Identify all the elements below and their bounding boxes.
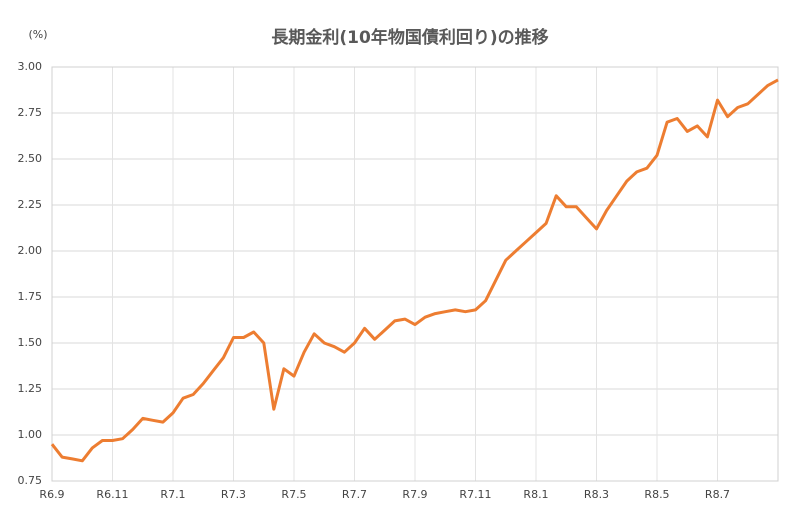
- x-tick-label: R6.11: [96, 488, 128, 501]
- x-tick-label: R8.3: [584, 488, 609, 501]
- y-tick-label: 3.00: [18, 60, 43, 73]
- y-tick-label: 2.50: [18, 152, 43, 165]
- data-line: [50, 78, 779, 463]
- y-tick-label: 1.75: [18, 290, 43, 303]
- y-tick-label: 2.25: [18, 198, 43, 211]
- x-tick-label: R7.9: [402, 488, 427, 501]
- x-tick-label: R7.3: [221, 488, 246, 501]
- x-tick-label: R6.9: [39, 488, 64, 501]
- y-tick-label: 2.00: [18, 244, 43, 257]
- x-tick-label: R7.11: [459, 488, 491, 501]
- x-tick-label: R8.1: [523, 488, 548, 501]
- x-tick-label: R8.7: [705, 488, 730, 501]
- y-tick-label: 0.75: [18, 474, 43, 487]
- x-tick-label: R7.7: [342, 488, 367, 501]
- chart-title: 長期金利(10年物国債利回り)の推移: [271, 27, 548, 48]
- y-tick-label: 1.00: [18, 428, 43, 441]
- y-unit: (%): [28, 28, 47, 41]
- y-tick-label: 1.50: [18, 336, 43, 349]
- plot-frame: [51, 66, 779, 482]
- x-tick-label: R8.5: [644, 488, 669, 501]
- x-tick-label: R7.1: [160, 488, 185, 501]
- y-tick-label: 2.75: [18, 106, 43, 119]
- y-tick-label: 1.25: [18, 382, 43, 395]
- x-tick-label: R7.5: [281, 488, 306, 501]
